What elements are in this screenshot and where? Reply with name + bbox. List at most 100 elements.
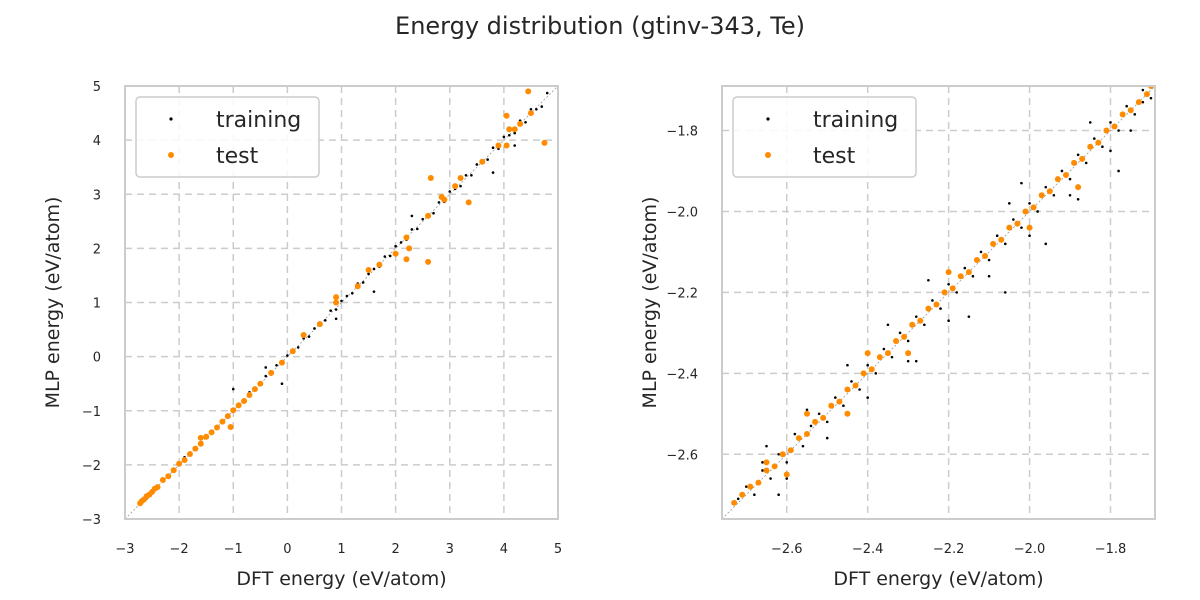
test-point xyxy=(192,445,199,452)
training-point xyxy=(1068,193,1072,197)
test-point xyxy=(268,369,275,376)
training-point xyxy=(410,214,414,218)
training-point xyxy=(1076,153,1080,157)
legend-box xyxy=(135,96,320,178)
legend-label-training: training xyxy=(813,108,898,133)
training-point xyxy=(825,436,829,440)
y-tick-label: 1 xyxy=(93,297,101,312)
test-point xyxy=(1127,107,1134,114)
test-point xyxy=(1079,155,1086,162)
training-point xyxy=(535,107,538,111)
x-tick-label: −3 xyxy=(115,542,134,557)
test-point xyxy=(170,467,177,474)
test-point xyxy=(917,317,924,324)
training-point xyxy=(264,366,268,369)
training-point xyxy=(410,228,414,231)
training-point xyxy=(470,174,473,177)
test-point xyxy=(957,273,964,280)
legend-label-training: training xyxy=(216,108,301,133)
test-point xyxy=(1026,224,1033,231)
test-point xyxy=(503,142,510,149)
test-point xyxy=(186,451,193,458)
test-point xyxy=(506,126,513,133)
training-point xyxy=(866,363,869,367)
test-point xyxy=(227,423,234,430)
test-point xyxy=(1135,99,1142,106)
test-point xyxy=(1143,91,1150,98)
y-tick-label: −2.4 xyxy=(666,367,698,382)
test-point xyxy=(403,256,410,263)
test-point xyxy=(787,447,794,454)
test-point xyxy=(1111,123,1118,130)
test-point xyxy=(949,285,956,292)
test-point xyxy=(427,175,434,182)
y-tick-label: 3 xyxy=(93,188,101,203)
training-point xyxy=(323,319,327,322)
test-point xyxy=(860,370,867,377)
training-point xyxy=(825,420,829,424)
training-point xyxy=(1133,113,1137,116)
test-point xyxy=(511,126,518,133)
training-point xyxy=(785,461,789,464)
test-point xyxy=(246,392,253,399)
training-point xyxy=(955,291,959,294)
y-axis-label: MLP energy (eV/atom) xyxy=(42,197,64,409)
training-point xyxy=(1125,104,1128,108)
test-point xyxy=(1075,184,1082,191)
training-point xyxy=(1141,88,1145,92)
training-point xyxy=(927,278,930,282)
training-point xyxy=(987,274,991,278)
figure-title: Energy distribution (gtinv-343, Te) xyxy=(395,12,805,40)
training-point xyxy=(1060,169,1064,173)
training-point xyxy=(432,211,435,215)
test-point xyxy=(1062,172,1069,179)
test-point xyxy=(820,414,827,421)
training-point xyxy=(753,493,756,497)
training-point xyxy=(809,424,813,428)
training-point xyxy=(850,380,853,383)
test-point xyxy=(828,402,835,409)
training-point xyxy=(421,217,424,221)
training-point xyxy=(345,294,349,298)
training-point xyxy=(834,396,837,399)
training-point xyxy=(947,319,950,323)
test-point xyxy=(1087,143,1094,150)
training-point xyxy=(793,432,797,436)
training-point xyxy=(761,469,764,472)
training-point xyxy=(502,135,506,139)
training-point xyxy=(1003,291,1007,294)
training-point xyxy=(971,274,975,278)
training-point xyxy=(307,335,311,338)
training-point xyxy=(1149,96,1153,100)
test-point xyxy=(755,479,762,486)
series-test xyxy=(731,86,1154,506)
legend: training test xyxy=(732,96,917,178)
training-point xyxy=(1088,121,1092,124)
test-point xyxy=(783,471,790,478)
test-point xyxy=(1103,127,1110,134)
test-point xyxy=(392,250,399,257)
training-point xyxy=(1117,129,1120,132)
training-point xyxy=(448,190,452,193)
training-point xyxy=(296,346,300,349)
training-point xyxy=(1117,169,1120,173)
test-point xyxy=(457,175,464,182)
training-point xyxy=(1109,121,1112,124)
training-point xyxy=(540,105,544,108)
training-point xyxy=(231,387,235,391)
training-point xyxy=(914,359,918,363)
test-point xyxy=(812,418,819,425)
training-point xyxy=(524,120,527,124)
training-point xyxy=(805,408,809,412)
training-point xyxy=(963,266,967,270)
training-point xyxy=(1036,210,1039,213)
training-point xyxy=(931,299,934,302)
training-point xyxy=(1020,226,1023,229)
test-point xyxy=(495,142,502,149)
x-tick-label: 4 xyxy=(500,542,508,557)
test-point xyxy=(844,386,851,393)
test-point xyxy=(214,424,221,431)
training-point xyxy=(785,477,789,480)
training-point xyxy=(967,315,971,318)
x-tick-label: −2 xyxy=(170,542,189,557)
